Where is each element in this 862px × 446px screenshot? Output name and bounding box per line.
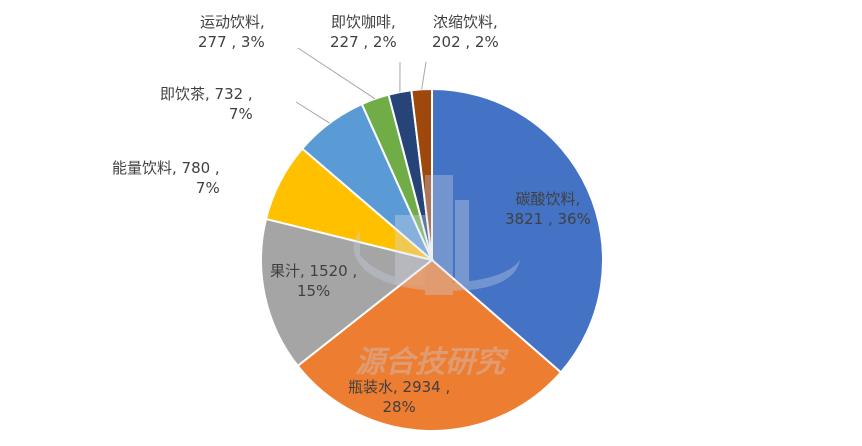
data-label-rtd-coffee: 即饮咖啡, 227 , 2% [330, 13, 397, 51]
data-label-rtd-tea: 即饮茶, 732 , 7% [160, 85, 253, 123]
leader-lines-group [295, 47, 427, 124]
data-label-energy: 能量饮料, 780 , 7% [112, 159, 220, 197]
data-label-carbonated: 碳酸饮料, 3821 , 36% [505, 190, 591, 228]
data-label-sports: 运动饮料, 277 , 3% [198, 13, 265, 51]
data-label-bottled-water: 瓶装水, 2934 , 28% [348, 378, 451, 416]
leader-line-rtd-tea [295, 101, 330, 124]
leader-line-sports [297, 47, 376, 100]
leader-line-concentrate [421, 61, 427, 90]
pie-slice-carbonated [431, 87, 604, 374]
data-label-juice: 果汁, 1520 , 15% [270, 262, 358, 300]
slices-group [260, 87, 604, 432]
watermark-text: 源合技研究 [355, 345, 509, 380]
data-label-concentrate: 浓缩饮料, 202 , 2% [432, 13, 499, 51]
pie-slice-juice [260, 217, 435, 368]
watermark-logo: 源合技研究 [353, 175, 520, 380]
pie-slice-bottled-water [296, 258, 563, 432]
